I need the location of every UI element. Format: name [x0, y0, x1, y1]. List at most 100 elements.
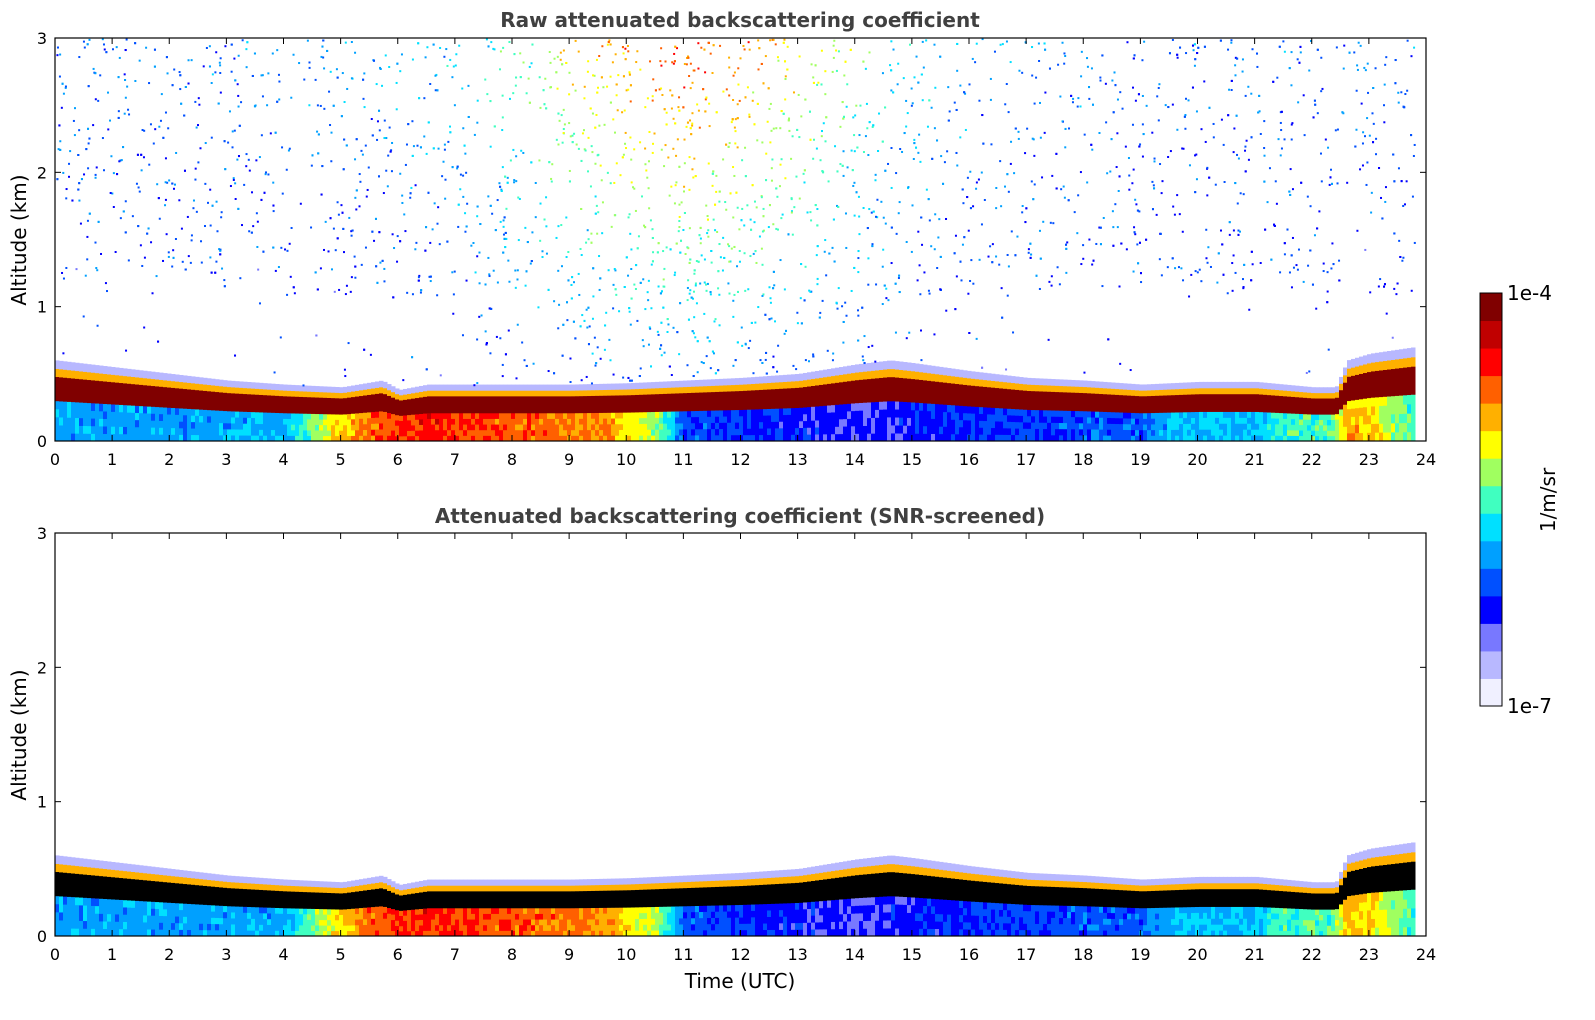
- heatmap-cell: [983, 393, 988, 401]
- noise-pixel: [756, 139, 759, 142]
- heatmap-cell: [107, 433, 112, 442]
- heatmap-cell: [303, 407, 308, 414]
- heatmap-cell: [67, 409, 72, 418]
- heatmap-cell: [979, 379, 984, 387]
- heatmap-cell: [1051, 379, 1056, 386]
- heatmap-cell: [1135, 395, 1140, 402]
- heatmap-cell: [139, 419, 144, 428]
- heatmap-cell: [203, 384, 208, 391]
- heatmap-cell: [639, 435, 644, 442]
- heatmap-cell: [423, 390, 428, 397]
- heatmap-cell: [247, 411, 252, 418]
- heatmap-cell: [223, 428, 228, 436]
- heatmap-cell: [1191, 393, 1196, 401]
- noise-pixel: [824, 93, 827, 96]
- heatmap-cell: [483, 395, 488, 403]
- heatmap-cell: [519, 401, 524, 408]
- heatmap-cell: [435, 390, 440, 397]
- heatmap-cell: [751, 396, 756, 404]
- heatmap-cell: [67, 369, 72, 379]
- heatmap-cell: [187, 375, 192, 383]
- heatmap-cell: [947, 411, 952, 420]
- noise-pixel: [1279, 154, 1282, 157]
- heatmap-cell: [555, 429, 560, 436]
- heatmap-cell: [931, 373, 936, 382]
- heatmap-cell: [111, 433, 116, 442]
- heatmap-cell: [1319, 387, 1324, 394]
- heatmap-cell: [879, 377, 884, 386]
- heatmap-cell: [587, 412, 592, 419]
- heatmap-cell: [1407, 385, 1412, 396]
- noise-pixel: [219, 91, 222, 94]
- heatmap-cell: [1367, 354, 1372, 364]
- heatmap-cell: [767, 408, 772, 416]
- heatmap-cell: [627, 406, 632, 413]
- noise-pixel: [747, 41, 750, 44]
- noise-pixel: [936, 267, 939, 270]
- heatmap-cell: [1111, 400, 1116, 407]
- heatmap-cell: [1143, 429, 1148, 436]
- heatmap-cell: [783, 407, 788, 416]
- heatmap-cell: [647, 411, 652, 419]
- heatmap-cell: [1371, 370, 1376, 381]
- heatmap-cell: [751, 415, 756, 423]
- noise-pixel: [245, 165, 248, 168]
- heatmap-cell: [739, 434, 744, 442]
- noise-pixel: [139, 244, 142, 247]
- heatmap-cell: [567, 401, 572, 408]
- noise-pixel: [657, 285, 660, 288]
- noise-pixel: [766, 120, 769, 123]
- heatmap-cell: [239, 423, 244, 430]
- heatmap-cell: [279, 384, 284, 391]
- noise-pixel: [809, 211, 812, 214]
- heatmap-cell: [651, 399, 656, 407]
- heatmap-cell: [1151, 384, 1156, 391]
- heatmap-cell: [647, 399, 652, 407]
- noise-pixel: [881, 265, 884, 268]
- heatmap-cell: [1275, 389, 1280, 396]
- heatmap-cell: [423, 429, 428, 436]
- noise-pixel: [386, 185, 389, 188]
- heatmap-cell: [771, 375, 776, 383]
- noise-pixel: [1330, 168, 1333, 171]
- heatmap-cell: [351, 435, 356, 442]
- noise-pixel: [1176, 56, 1179, 59]
- heatmap-cell: [199, 409, 204, 417]
- heatmap-cell: [811, 413, 816, 421]
- heatmap-cell: [943, 382, 948, 391]
- heatmap-cell: [91, 410, 96, 419]
- heatmap-cell: [1347, 400, 1352, 410]
- heatmap-cell: [1167, 423, 1172, 430]
- heatmap-cell: [1259, 423, 1264, 430]
- heatmap-cell: [1007, 427, 1012, 435]
- heatmap-cell: [635, 411, 640, 419]
- heatmap-cell: [447, 401, 452, 408]
- heatmap-cell: [1315, 435, 1320, 442]
- noise-pixel: [686, 286, 689, 289]
- noise-pixel: [652, 142, 655, 145]
- heatmap-cell: [359, 395, 364, 402]
- heatmap-cell: [1059, 397, 1064, 405]
- noise-pixel: [606, 171, 609, 174]
- heatmap-cell: [311, 429, 316, 436]
- heatmap-cell: [91, 418, 96, 427]
- heatmap-cell: [995, 420, 1000, 429]
- heatmap-cell: [1187, 405, 1192, 413]
- noise-pixel: [1411, 195, 1414, 198]
- heatmap-cell: [1371, 432, 1376, 442]
- heatmap-cell: [463, 418, 468, 425]
- heatmap-cell: [255, 423, 260, 430]
- heatmap-cell: [287, 390, 292, 397]
- heatmap-cell: [87, 417, 92, 427]
- noise-pixel: [651, 151, 654, 154]
- noise-pixel: [578, 293, 581, 296]
- heatmap-cell: [1163, 418, 1168, 425]
- heatmap-cell: [915, 379, 920, 388]
- heatmap-cell: [603, 400, 608, 408]
- heatmap-cell: [183, 382, 188, 390]
- heatmap-cell: [1043, 428, 1048, 436]
- noise-pixel: [1320, 90, 1323, 93]
- heatmap-cell: [903, 417, 908, 426]
- noise-pixel: [741, 159, 744, 162]
- heatmap-cell: [127, 433, 132, 442]
